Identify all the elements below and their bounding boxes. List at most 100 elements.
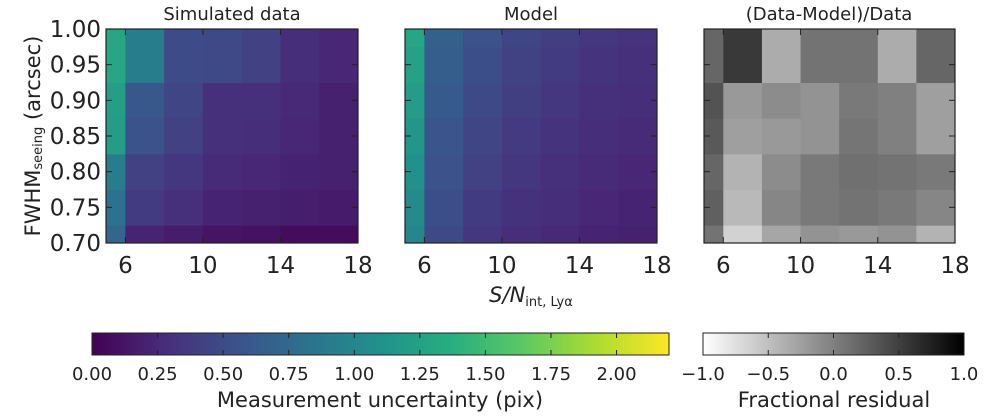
heatmap-cell (839, 189, 879, 226)
heatmap-cell (704, 46, 724, 83)
heatmap-cell (723, 82, 763, 119)
x-tick-labels-residual: 6 10 14 18 (716, 253, 970, 279)
heatmap-cell (540, 118, 580, 155)
heatmap-cell (877, 118, 917, 155)
heatmap-cell (579, 118, 619, 155)
heatmap-cell (164, 225, 204, 244)
heatmap-cell (761, 225, 802, 244)
colorbar-tick-label: 1.50 (465, 364, 505, 385)
colorbar-tick-label: 0.25 (138, 364, 178, 385)
heatmap-cell (704, 189, 724, 226)
heatmap-cell (164, 153, 204, 190)
heatmap-cell (618, 153, 658, 190)
heatmap-cell (579, 46, 619, 83)
heatmap-cell (164, 46, 204, 83)
colorbar-uncertainty-gradient (91, 332, 670, 356)
heatmap-cell (839, 225, 879, 244)
heatmap-cell (761, 46, 802, 83)
heatmap-cell (723, 189, 763, 226)
heatmap-cell (424, 118, 464, 155)
colorbar-tick-label: 0.0 (819, 364, 848, 385)
colorbar-residual: −1.0 −0.5 0.0 0.5 1.0 Fractional residual (681, 332, 979, 412)
heatmap-cell (877, 153, 917, 190)
heatmap-cell (280, 29, 320, 48)
heatmap-cell (579, 153, 619, 190)
heatmap-cell (800, 225, 840, 244)
heatmap-cell (540, 82, 580, 119)
plot-frame-model (404, 28, 658, 244)
colorbar-tick-label: −1.0 (681, 364, 725, 385)
colorbar-uncertainty: 0.00 0.25 0.50 0.75 1.00 1.25 1.50 1.75 2.00 Mea… (72, 332, 670, 412)
heatmap-cell (800, 118, 840, 155)
heatmap-cell (424, 225, 464, 244)
y-tick-label: 0.80 (50, 160, 101, 186)
heatmap-cell (241, 189, 281, 226)
heatmap-cell (463, 118, 503, 155)
heatmap-cell (723, 118, 763, 155)
panel-title-residual: (Data-Model)/Data (746, 4, 913, 25)
heatmap-cell (280, 225, 320, 244)
colorbar-tick-label: 1.0 (950, 364, 979, 385)
colorbar-tick-label: 0.5 (884, 364, 913, 385)
heatmap-cell (280, 153, 320, 190)
heatmap-cell (618, 189, 658, 226)
plot-frame-simulated (105, 28, 359, 244)
x-tick-label: 10 (786, 253, 815, 279)
y-tick-label: 0.75 (50, 195, 101, 221)
heatmap-cell (106, 153, 126, 190)
x-tick-label: 10 (188, 253, 217, 279)
x-tick-label: 18 (343, 253, 372, 279)
heatmap-cell (405, 153, 425, 190)
heatmap-cell (280, 189, 320, 226)
heatmap-cell (125, 118, 165, 155)
heatmap-cell (463, 153, 503, 190)
heatmap-cell (877, 46, 917, 83)
heatmap-cell (877, 29, 917, 48)
heatmap-cell (540, 46, 580, 83)
heatmap-cell (405, 29, 425, 48)
heatmap-cell (202, 29, 243, 48)
heatmap-cell (202, 82, 243, 119)
heatmap-cell (540, 29, 580, 48)
heatmap-cell (106, 189, 126, 226)
heatmap-cell (800, 29, 840, 48)
heatmap-cell (125, 29, 165, 48)
heatmap-cell (704, 82, 724, 119)
heatmap-cell (424, 153, 464, 190)
panel-title-model: Model (504, 4, 558, 25)
heatmap-cell (618, 225, 658, 244)
heatmap-cell (618, 82, 658, 119)
x-tick-labels-simulated: 6 10 14 18 (118, 253, 373, 279)
panel-residual: (Data-Model)/Data 6 10 14 18 (703, 4, 970, 279)
heatmap-cell (125, 82, 165, 119)
heatmap-cell (125, 225, 165, 244)
heatmap-cell (319, 225, 359, 244)
heatmap-cell (463, 46, 503, 83)
heatmap-cell (839, 29, 879, 48)
heatmap-cell (579, 82, 619, 119)
heatmap-cell (839, 118, 879, 155)
heatmap-cell (319, 29, 359, 48)
heatmap-cell (916, 225, 956, 244)
x-tick-labels-model: 6 10 14 18 (417, 253, 672, 279)
heatmap-cell (405, 189, 425, 226)
colorbar-tick-label: 0.00 (72, 364, 112, 385)
heatmap-cell (800, 46, 840, 83)
heatmap-cell (241, 118, 281, 155)
heatmap-cell (202, 225, 243, 244)
heatmap-cell (916, 29, 956, 48)
heatmap-cell (839, 46, 879, 83)
heatmap-cell (405, 82, 425, 119)
heatmap-cell (916, 82, 956, 119)
x-tick-label: 10 (487, 253, 516, 279)
heatmap-cell (463, 82, 503, 119)
heatmap-cell (319, 82, 359, 119)
heatmap-cell (916, 46, 956, 83)
heatmap-cell (501, 153, 542, 190)
heatmap-cell (618, 29, 658, 48)
heatmap-cell (540, 153, 580, 190)
heatmap-cell (501, 46, 542, 83)
heatmap-cell (839, 153, 879, 190)
heatmap-cell (280, 118, 320, 155)
